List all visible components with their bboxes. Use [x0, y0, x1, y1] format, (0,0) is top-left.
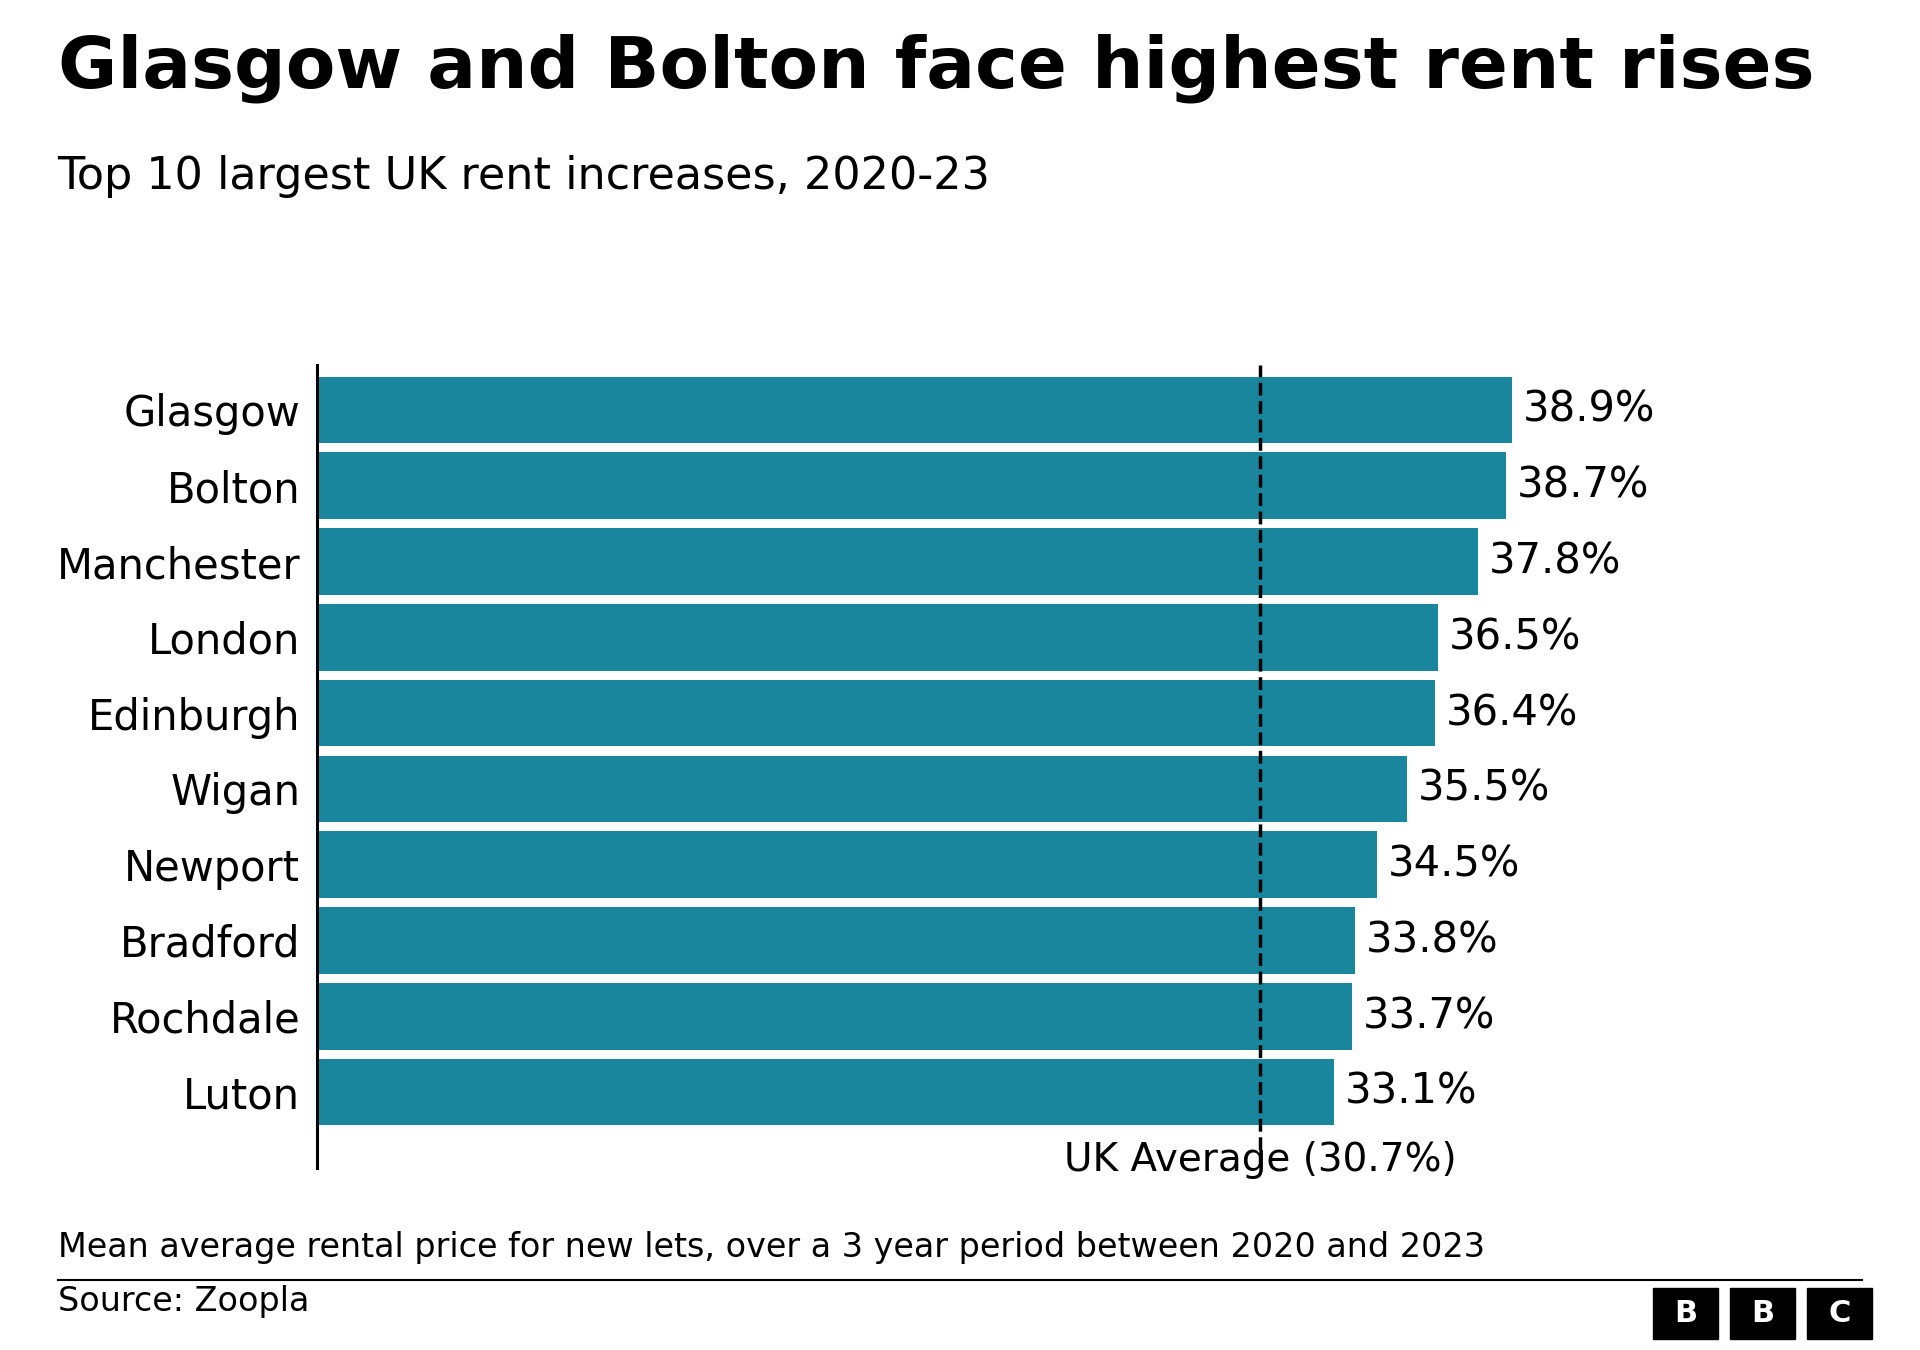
Bar	[317, 603, 1438, 671]
Text: 38.9%: 38.9%	[1523, 389, 1655, 431]
Bar	[317, 680, 1434, 747]
Bar	[317, 377, 1511, 443]
Bar	[317, 907, 1356, 973]
Text: 34.5%: 34.5%	[1388, 844, 1521, 886]
Bar	[317, 983, 1352, 1049]
Bar	[317, 528, 1478, 595]
Bar	[317, 452, 1505, 520]
Text: Source: Zoopla: Source: Zoopla	[58, 1285, 309, 1318]
Text: B: B	[1674, 1299, 1697, 1328]
Text: Top 10 largest UK rent increases, 2020-23: Top 10 largest UK rent increases, 2020-2…	[58, 155, 991, 198]
Text: Glasgow and Bolton face highest rent rises: Glasgow and Bolton face highest rent ris…	[58, 34, 1814, 103]
Bar	[317, 832, 1377, 898]
Text: Mean average rental price for new lets, over a 3 year period between 2020 and 20: Mean average rental price for new lets, …	[58, 1231, 1484, 1264]
Text: 36.5%: 36.5%	[1450, 617, 1582, 659]
Text: C: C	[1828, 1299, 1851, 1328]
Text: 33.8%: 33.8%	[1365, 919, 1498, 961]
Text: 36.4%: 36.4%	[1446, 693, 1578, 734]
Text: 37.8%: 37.8%	[1488, 540, 1620, 582]
Text: 33.1%: 33.1%	[1344, 1071, 1476, 1112]
Text: 35.5%: 35.5%	[1419, 768, 1551, 810]
Text: 33.7%: 33.7%	[1363, 995, 1496, 1037]
Text: 38.7%: 38.7%	[1517, 464, 1649, 506]
Bar	[317, 1058, 1334, 1126]
Bar	[317, 756, 1407, 822]
Text: UK Average (30.7%): UK Average (30.7%)	[1064, 1141, 1455, 1180]
Text: B: B	[1751, 1299, 1774, 1328]
